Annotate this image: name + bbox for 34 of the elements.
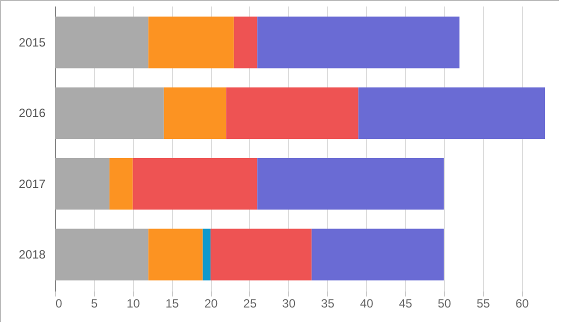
y-tick-label: 2016 [18, 106, 46, 120]
x-tick-label: 0 [56, 296, 62, 310]
bar [148, 16, 234, 68]
x-tick-label: 35 [321, 296, 335, 310]
bar [234, 16, 258, 68]
x-tick-label: 20 [204, 296, 218, 310]
x-tick-label: 25 [243, 296, 257, 310]
bar [55, 158, 110, 210]
bar [55, 228, 148, 280]
x-tick-label: 10 [126, 296, 140, 310]
x-tick-label: 5 [91, 296, 98, 310]
bar [257, 16, 460, 68]
bar [210, 228, 312, 280]
y-tick-label: 2017 [18, 176, 46, 191]
bar [164, 87, 226, 139]
bar [55, 87, 164, 139]
x-tick-label: 30 [282, 296, 296, 310]
x-tick-label: 55 [476, 296, 490, 310]
x-tick-label: 50 [438, 296, 452, 310]
bar [358, 87, 545, 139]
bar [257, 158, 444, 210]
bar [312, 228, 444, 280]
bar [226, 87, 358, 139]
y-tick-label: 2018 [18, 248, 46, 262]
x-tick-label: 40 [360, 296, 374, 310]
x-tick-label: 60 [515, 296, 530, 310]
bar [109, 158, 133, 210]
bar [148, 228, 203, 280]
y-tick-label: 2015 [18, 35, 46, 50]
bar [132, 158, 258, 210]
x-tick-label: 15 [165, 296, 180, 310]
bar [55, 16, 148, 68]
bar [202, 228, 211, 280]
x-tick-label: 45 [398, 296, 412, 310]
